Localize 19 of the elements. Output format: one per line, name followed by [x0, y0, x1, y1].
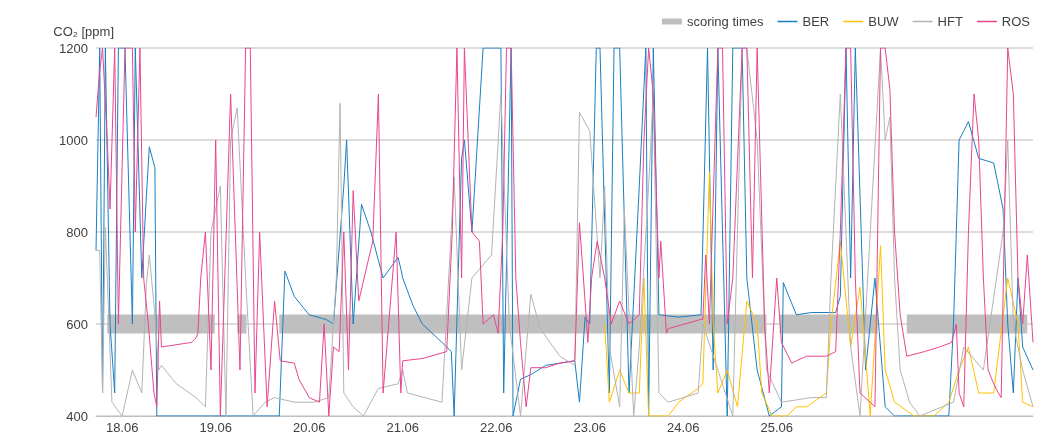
x-tick-label: 21.06 — [386, 420, 419, 435]
x-tick-label: 24.06 — [666, 420, 700, 435]
x-tick-label: 20.06 — [292, 420, 326, 435]
legend-label: BUW — [868, 14, 900, 29]
legend-label: scoring times — [686, 14, 764, 29]
legend-label: BER — [802, 14, 830, 29]
y-tick-label: 800 — [66, 224, 88, 240]
x-tick-label: 19.06 — [199, 420, 232, 435]
x-tick-label: 22.06 — [479, 420, 513, 435]
y-tick-label: 1000 — [59, 132, 88, 148]
y-tick-label: 600 — [66, 316, 88, 332]
y-tick-label: 400 — [66, 408, 88, 424]
legend-label: HFT — [937, 14, 963, 29]
y-axis-title: CO₂ [ppm] — [53, 24, 114, 39]
x-tick-label: 23.06 — [573, 420, 606, 435]
x-tick-label: 25.06 — [760, 420, 794, 435]
x-tick-label: 18.06 — [105, 420, 139, 435]
legend-label: ROS — [1001, 14, 1031, 29]
y-tick-label: 1200 — [59, 40, 88, 56]
